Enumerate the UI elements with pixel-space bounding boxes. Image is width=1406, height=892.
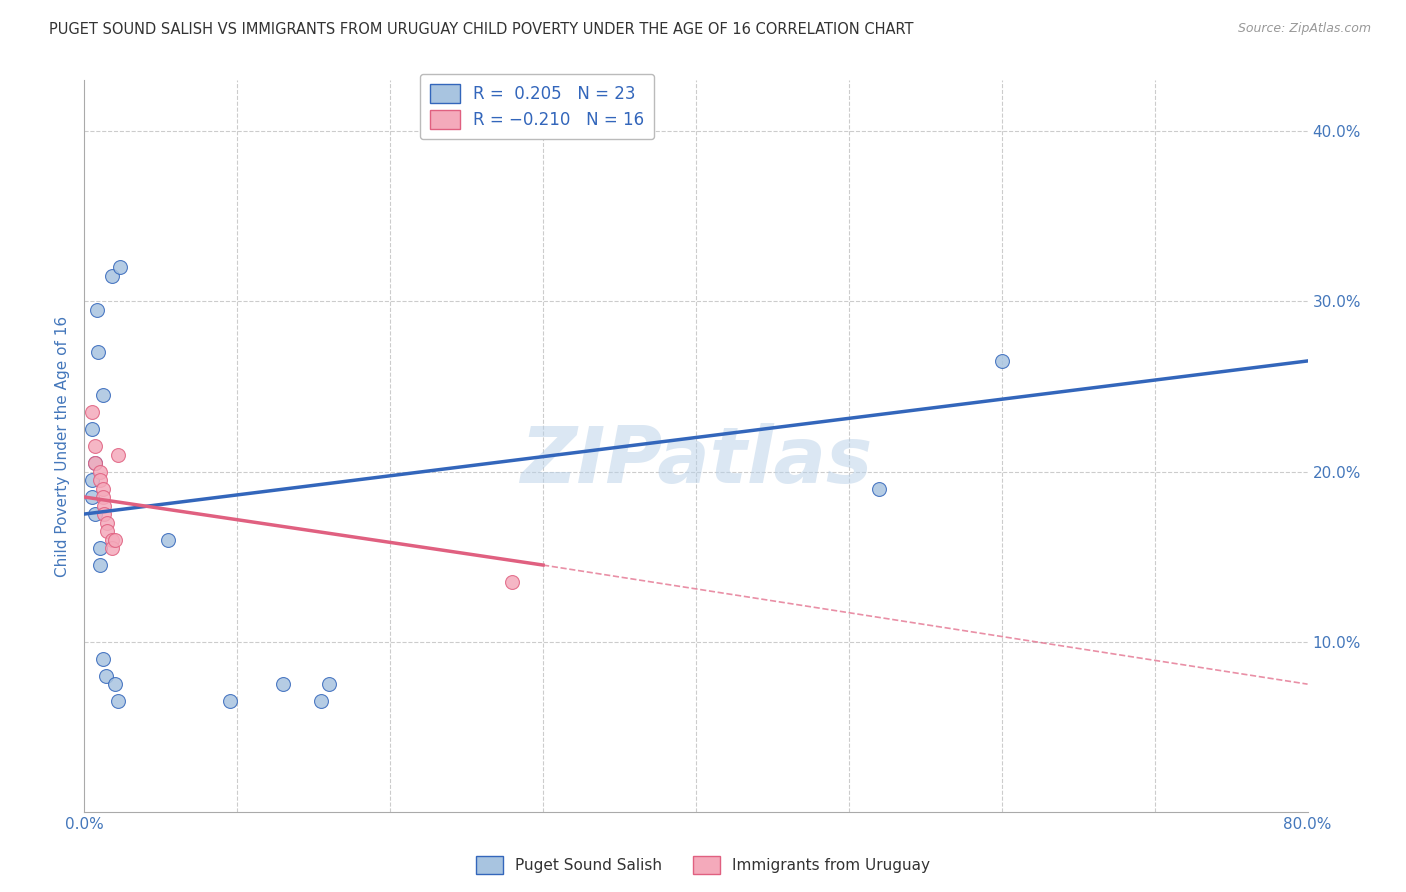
Point: [96, 516, 118, 530]
Point: [80, 490, 103, 504]
Point: [87, 345, 110, 359]
Point: [107, 694, 129, 708]
Point: [91, 651, 114, 665]
Point: [311, 694, 333, 708]
Point: [104, 533, 127, 547]
Point: [89, 465, 111, 479]
Text: Source: ZipAtlas.com: Source: ZipAtlas.com: [1237, 22, 1371, 36]
Point: [991, 354, 1014, 368]
Text: PUGET SOUND SALISH VS IMMIGRANTS FROM URUGUAY CHILD POVERTY UNDER THE AGE OF 16 : PUGET SOUND SALISH VS IMMIGRANTS FROM UR…: [49, 22, 914, 37]
Point: [101, 533, 124, 547]
Point: [271, 677, 294, 691]
Point: [84, 456, 107, 470]
Text: ZIPatlas: ZIPatlas: [520, 423, 872, 499]
Point: [108, 260, 131, 275]
Point: [84, 439, 107, 453]
Point: [96, 524, 118, 538]
Point: [218, 694, 240, 708]
Legend: R =  0.205   N = 23, R = −0.210   N = 16: R = 0.205 N = 23, R = −0.210 N = 16: [420, 74, 654, 139]
Point: [91, 388, 114, 402]
Point: [86, 302, 108, 317]
Point: [89, 473, 111, 487]
Point: [89, 541, 111, 555]
Point: [318, 677, 340, 691]
Point: [91, 490, 114, 504]
Point: [157, 533, 180, 547]
Point: [93, 499, 115, 513]
Point: [869, 482, 891, 496]
Point: [89, 558, 111, 572]
Point: [80, 405, 103, 419]
Point: [104, 677, 127, 691]
Point: [84, 456, 107, 470]
Point: [80, 473, 103, 487]
Legend: Puget Sound Salish, Immigrants from Uruguay: Puget Sound Salish, Immigrants from Urug…: [470, 850, 936, 880]
Point: [94, 668, 117, 682]
Point: [84, 507, 107, 521]
Point: [107, 448, 129, 462]
Y-axis label: Child Poverty Under the Age of 16: Child Poverty Under the Age of 16: [55, 316, 70, 576]
Point: [93, 507, 115, 521]
Point: [101, 541, 124, 555]
Point: [80, 422, 103, 436]
Point: [101, 268, 124, 283]
Point: [502, 575, 524, 590]
Point: [91, 482, 114, 496]
